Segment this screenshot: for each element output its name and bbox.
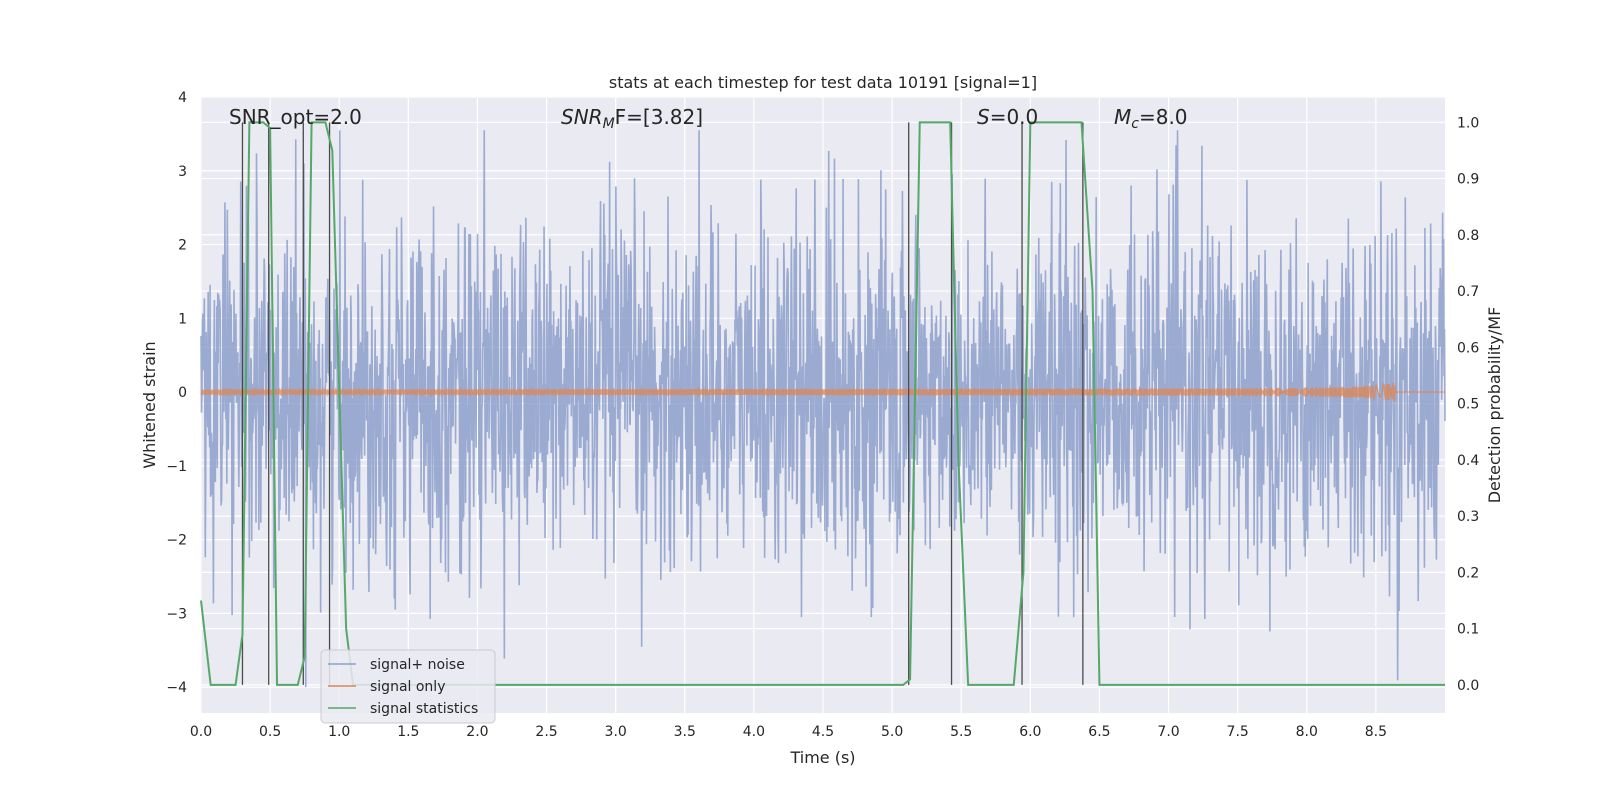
x-tick-label: 4.0 xyxy=(743,724,765,740)
mc-annotation: Mc=8.0 xyxy=(1114,105,1188,132)
y-right-tick-label: 0.1 xyxy=(1457,622,1479,638)
snr-opt-annotation: SNR_opt=2.0 xyxy=(229,105,362,129)
y-right-tick-labels: 1.0 0.9 0.8 0.7 0.6 0.5 0.4 0.3 0.2 0.1 0.0 xyxy=(1457,115,1479,694)
y-left-tick-label: −4 xyxy=(166,680,187,696)
legend-label-signal-statistics: signal statistics xyxy=(370,701,478,717)
y-right-tick-label: 0.7 xyxy=(1457,284,1479,300)
signal-statistics-line xyxy=(200,121,1445,686)
y-right-tick-label: 0.8 xyxy=(1457,228,1479,244)
x-tick-label: 5.5 xyxy=(950,724,972,740)
x-axis-label: Time (s) xyxy=(789,748,855,767)
y-left-tick-label: 2 xyxy=(178,238,187,254)
x-tick-label: 1.5 xyxy=(397,724,419,740)
x-tick-label: 6.0 xyxy=(1019,724,1041,740)
x-tick-label: 0.5 xyxy=(259,724,281,740)
legend-box xyxy=(320,649,496,724)
mc-value: =8.0 xyxy=(1139,105,1188,129)
signal-only-line xyxy=(200,382,1445,402)
x-tick-label: 4.5 xyxy=(812,724,834,740)
legend: signal+ noise signal only signal statist… xyxy=(320,649,496,724)
y-left-tick-label: 1 xyxy=(178,311,187,327)
y-left-axis-label: Whitened strain xyxy=(140,341,159,468)
y-right-tick-label: 0.6 xyxy=(1457,340,1479,356)
y-right-tick-label: 0.5 xyxy=(1457,397,1479,413)
y-left-tick-label: −1 xyxy=(166,459,187,475)
x-tick-label: 8.5 xyxy=(1365,724,1387,740)
signal-noise-series xyxy=(200,130,1446,688)
y-left-tick-label: 4 xyxy=(178,90,187,106)
x-tick-label: 2.0 xyxy=(466,724,488,740)
chart-title: stats at each timestep for test data 101… xyxy=(609,73,1037,92)
x-tick-label: 1.0 xyxy=(328,724,350,740)
x-tick-label: 3.5 xyxy=(674,724,696,740)
y-left-tick-label: −3 xyxy=(166,606,187,622)
x-tick-label: 7.5 xyxy=(1227,724,1249,740)
y-right-tick-label: 0.4 xyxy=(1457,453,1479,469)
signal-noise-line xyxy=(200,130,1446,688)
s-label: S xyxy=(977,105,990,129)
x-tick-label: 8.0 xyxy=(1296,724,1318,740)
s-value: =0.0 xyxy=(990,105,1039,129)
signal-statistics-series xyxy=(200,121,1445,686)
mc-label: M xyxy=(1114,105,1131,129)
mc-sub: c xyxy=(1131,116,1139,132)
x-tick-label: 2.5 xyxy=(535,724,557,740)
y-right-tick-label: 0.2 xyxy=(1457,565,1479,581)
legend-label-signal-noise: signal+ noise xyxy=(370,657,465,673)
vertical-markers xyxy=(241,122,1084,685)
x-tick-label: 3.0 xyxy=(605,724,627,740)
y-left-tick-labels: 4 3 2 1 0 −1 −2 −3 −4 xyxy=(166,90,187,696)
y-left-tick-label: −2 xyxy=(166,533,187,549)
x-tick-labels: 0.0 0.5 1.0 1.5 2.0 2.5 3.0 3.5 4.0 4.5 5.0 5.5 6.0 6… xyxy=(190,724,1387,740)
snr-mf-sub: M xyxy=(603,116,615,132)
y-left-tick-label: 0 xyxy=(178,385,187,401)
snr-mf-rest: F=[3.82] xyxy=(615,105,703,129)
snr-mf-base: SNR xyxy=(561,105,603,129)
x-tick-label: 6.5 xyxy=(1088,724,1110,740)
y-right-tick-label: 0.9 xyxy=(1457,172,1479,188)
y-left-tick-label: 3 xyxy=(178,164,187,180)
snr-mf-annotation: SNRMF=[3.82] xyxy=(561,105,703,132)
signal-only-series xyxy=(200,382,1445,402)
y-right-tick-label: 1.0 xyxy=(1457,115,1479,131)
s-annotation: S=0.0 xyxy=(977,105,1038,129)
x-tick-label: 0.0 xyxy=(190,724,212,740)
y-right-tick-label: 0.3 xyxy=(1457,509,1479,525)
y-right-tick-label: 0.0 xyxy=(1457,678,1479,694)
legend-label-signal-only: signal only xyxy=(370,679,445,695)
x-tick-label: 7.0 xyxy=(1157,724,1179,740)
x-tick-label: 5.0 xyxy=(881,724,903,740)
y-right-axis-label: Detection probability/MF xyxy=(1485,307,1504,504)
